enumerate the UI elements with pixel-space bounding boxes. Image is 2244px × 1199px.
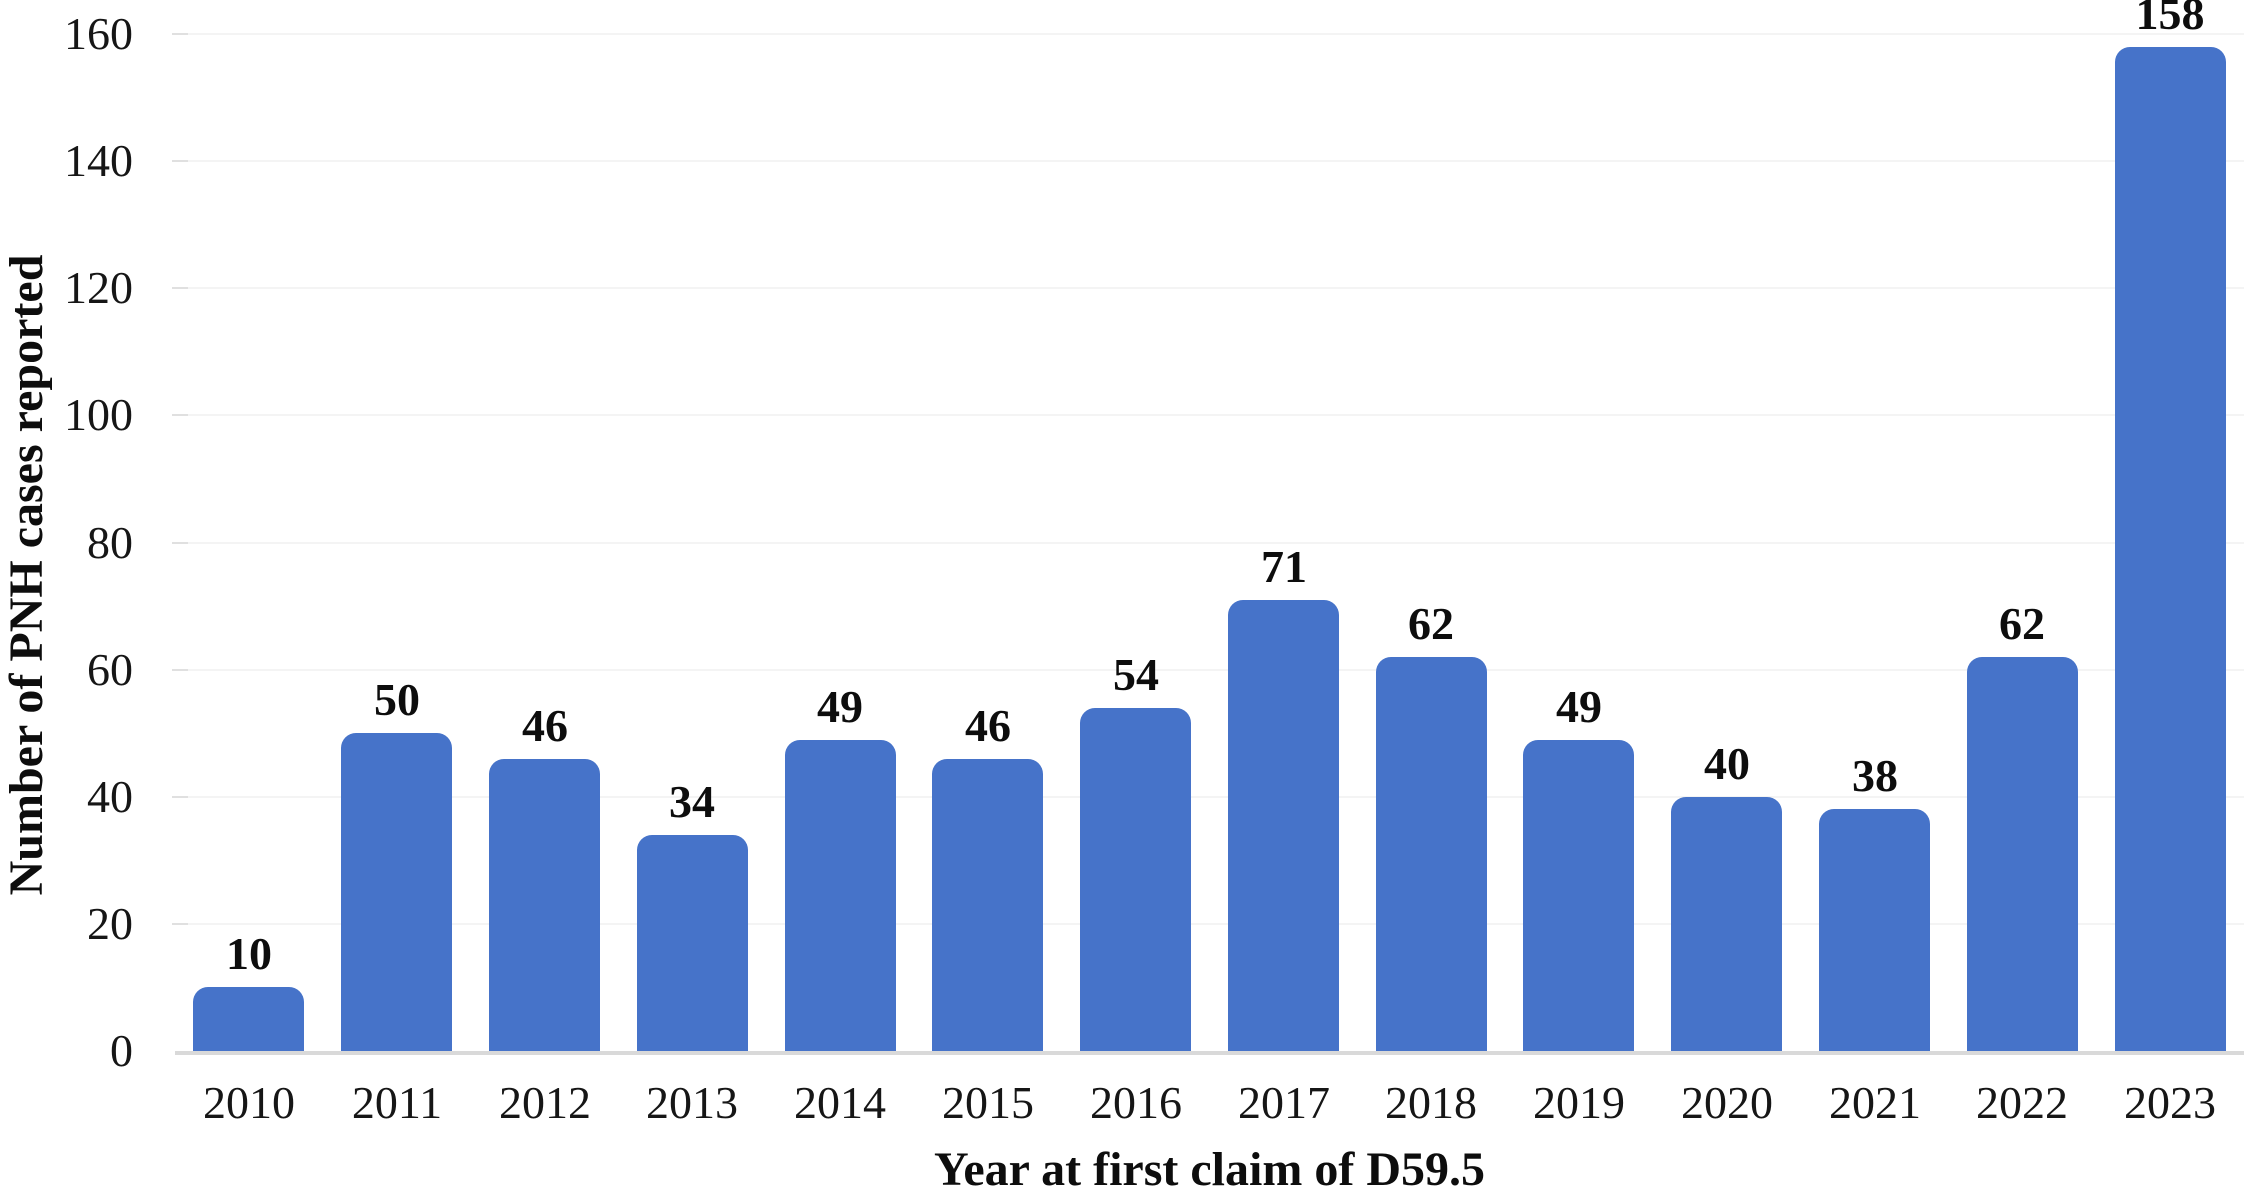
y-axis-tick-80 [172, 542, 188, 544]
y-axis-tick-60 [172, 669, 188, 671]
bar-2019 [1523, 740, 1634, 1051]
x-tick-label-2010: 2010 [203, 1077, 295, 1128]
x-axis-title: Year at first claim of D59.5 [934, 1143, 1485, 1196]
bar-2021 [1819, 809, 1930, 1051]
bar-2016 [1080, 708, 1191, 1051]
x-tick-label-2018: 2018 [1385, 1077, 1477, 1128]
x-tick-label-2020: 2020 [1681, 1077, 1773, 1128]
gridline-60 [175, 669, 2244, 671]
bar-value-label-2013: 34 [669, 776, 715, 827]
y-axis-tick-120 [172, 287, 188, 289]
x-tick-label-2012: 2012 [499, 1077, 591, 1128]
gridline-80 [175, 542, 2244, 544]
bar-2010 [193, 987, 304, 1051]
bar-2022 [1967, 657, 2078, 1051]
bar-2020 [1671, 797, 1782, 1051]
y-tick-label-120: 120 [64, 262, 133, 313]
y-tick-label-60: 60 [87, 644, 133, 695]
x-tick-label-2011: 2011 [351, 1077, 443, 1128]
bar-2014 [785, 740, 896, 1051]
bar-2015 [932, 759, 1043, 1051]
bar-value-label-2017: 71 [1261, 541, 1307, 592]
gridline-160 [175, 33, 2244, 35]
gridline-20 [175, 923, 2244, 925]
bar-value-label-2018: 62 [1408, 598, 1454, 649]
x-tick-label-2014: 2014 [794, 1077, 886, 1128]
gridline-140 [175, 160, 2244, 162]
x-tick-label-2019: 2019 [1533, 1077, 1625, 1128]
bar-value-label-2015: 46 [965, 700, 1011, 751]
y-tick-label-0: 0 [110, 1025, 133, 1076]
bar-value-label-2010: 10 [226, 928, 272, 979]
gridline-40 [175, 796, 2244, 798]
bar-value-label-2011: 50 [374, 674, 420, 725]
y-axis-tick-160 [172, 33, 188, 35]
y-tick-label-40: 40 [87, 771, 133, 822]
bar-2011 [341, 733, 452, 1051]
bar-value-label-2019: 49 [1556, 681, 1602, 732]
y-tick-label-160: 160 [64, 8, 133, 59]
x-tick-label-2023: 2023 [2124, 1077, 2216, 1128]
x-tick-label-2016: 2016 [1090, 1077, 1182, 1128]
y-axis-tick-40 [172, 796, 188, 798]
y-axis-tick-140 [172, 160, 188, 162]
gridline-120 [175, 287, 2244, 289]
y-tick-label-140: 140 [64, 135, 133, 186]
bar-2017 [1228, 600, 1339, 1051]
bar-value-label-2020: 40 [1704, 738, 1750, 789]
bar-value-label-2014: 49 [817, 681, 863, 732]
bar-2023 [2115, 47, 2226, 1051]
x-axis-line [175, 1051, 2244, 1055]
bar-value-label-2012: 46 [522, 700, 568, 751]
bar-2013 [637, 835, 748, 1051]
x-tick-label-2022: 2022 [1976, 1077, 2068, 1128]
y-axis-tick-20 [172, 923, 188, 925]
bar-2018 [1376, 657, 1487, 1051]
bar-value-label-2021: 38 [1852, 750, 1898, 801]
x-tick-label-2021: 2021 [1829, 1077, 1921, 1128]
x-tick-label-2015: 2015 [942, 1077, 1034, 1128]
x-tick-label-2013: 2013 [646, 1077, 738, 1128]
y-tick-label-80: 80 [87, 517, 133, 568]
bar-value-label-2016: 54 [1113, 649, 1159, 700]
x-tick-label-2017: 2017 [1238, 1077, 1330, 1128]
y-axis-tick-100 [172, 414, 188, 416]
bar-value-label-2023: 158 [2135, 0, 2205, 39]
bar-2012 [489, 759, 600, 1051]
bar-value-label-2022: 62 [1999, 598, 2045, 649]
y-tick-label-100: 100 [64, 389, 133, 440]
y-tick-label-20: 20 [87, 898, 133, 949]
gridline-100 [175, 414, 2244, 416]
